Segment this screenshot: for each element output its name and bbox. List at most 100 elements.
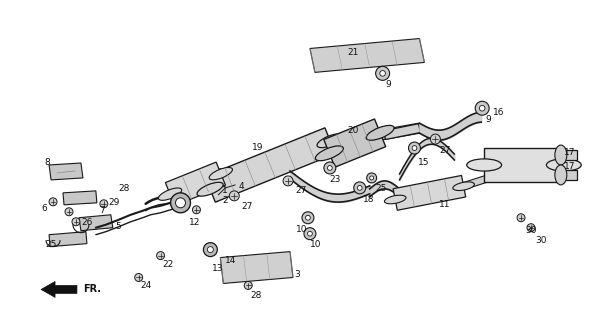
- Polygon shape: [484, 148, 564, 182]
- Ellipse shape: [517, 214, 525, 222]
- Text: 18: 18: [363, 195, 374, 204]
- Text: 19: 19: [252, 143, 264, 152]
- Ellipse shape: [207, 247, 214, 252]
- Ellipse shape: [324, 162, 336, 174]
- Polygon shape: [49, 163, 83, 180]
- Ellipse shape: [65, 208, 73, 216]
- Text: 27: 27: [241, 202, 253, 211]
- Ellipse shape: [555, 165, 567, 185]
- Text: 20: 20: [348, 126, 359, 135]
- Ellipse shape: [480, 105, 485, 111]
- Text: 17: 17: [564, 162, 575, 171]
- Ellipse shape: [358, 186, 362, 190]
- Ellipse shape: [453, 182, 474, 190]
- Text: 27: 27: [440, 146, 451, 155]
- Ellipse shape: [304, 228, 316, 240]
- Ellipse shape: [49, 198, 57, 206]
- Ellipse shape: [316, 146, 343, 161]
- Text: 12: 12: [188, 218, 200, 227]
- Polygon shape: [165, 162, 225, 206]
- Text: 8: 8: [44, 158, 50, 167]
- Text: 1: 1: [222, 186, 228, 195]
- Ellipse shape: [380, 71, 385, 76]
- Text: 6: 6: [41, 204, 47, 213]
- Text: 10: 10: [310, 240, 322, 249]
- Text: FR.: FR.: [83, 284, 101, 294]
- Text: 17: 17: [564, 148, 575, 157]
- Text: 9: 9: [485, 115, 491, 124]
- Text: 26: 26: [81, 218, 92, 227]
- Polygon shape: [220, 252, 293, 284]
- Text: 22: 22: [163, 260, 174, 268]
- Ellipse shape: [156, 252, 165, 260]
- Ellipse shape: [555, 145, 567, 165]
- Text: 30: 30: [525, 226, 536, 235]
- Text: 10: 10: [296, 225, 307, 234]
- Ellipse shape: [158, 188, 182, 200]
- Polygon shape: [310, 38, 424, 72]
- Text: 9: 9: [386, 80, 391, 89]
- Ellipse shape: [306, 215, 310, 220]
- Ellipse shape: [431, 134, 440, 144]
- Ellipse shape: [230, 191, 239, 201]
- Text: 25: 25: [45, 240, 57, 249]
- Text: 4: 4: [238, 182, 244, 191]
- Text: 30: 30: [535, 236, 546, 245]
- Ellipse shape: [385, 195, 406, 204]
- Text: 2: 2: [222, 196, 228, 205]
- Ellipse shape: [307, 231, 312, 236]
- Text: 7: 7: [99, 206, 104, 215]
- Ellipse shape: [327, 165, 332, 170]
- Ellipse shape: [367, 173, 376, 183]
- Ellipse shape: [72, 218, 80, 226]
- Text: 28: 28: [119, 184, 130, 193]
- Polygon shape: [393, 175, 466, 210]
- Ellipse shape: [135, 274, 143, 282]
- Text: 5: 5: [116, 222, 122, 231]
- Ellipse shape: [467, 159, 501, 171]
- Ellipse shape: [175, 198, 185, 208]
- Polygon shape: [41, 282, 77, 297]
- Ellipse shape: [376, 67, 389, 80]
- Text: 23: 23: [330, 175, 341, 184]
- Ellipse shape: [302, 212, 314, 224]
- Ellipse shape: [527, 224, 535, 232]
- Ellipse shape: [546, 159, 581, 171]
- Text: 21: 21: [348, 49, 359, 58]
- Polygon shape: [384, 124, 420, 140]
- Text: 16: 16: [493, 108, 504, 117]
- Text: 14: 14: [225, 256, 237, 265]
- Ellipse shape: [192, 206, 201, 214]
- Ellipse shape: [176, 199, 185, 207]
- Text: 28: 28: [250, 292, 261, 300]
- Text: 11: 11: [440, 200, 451, 209]
- Polygon shape: [205, 128, 335, 202]
- Text: 24: 24: [140, 282, 152, 291]
- Ellipse shape: [244, 282, 252, 289]
- Text: 25: 25: [376, 184, 387, 193]
- Ellipse shape: [317, 134, 343, 148]
- Polygon shape: [207, 169, 224, 181]
- Text: 3: 3: [294, 269, 300, 278]
- Polygon shape: [49, 232, 87, 247]
- Text: 15: 15: [418, 158, 429, 167]
- Polygon shape: [561, 150, 577, 160]
- Ellipse shape: [475, 101, 489, 115]
- Ellipse shape: [209, 167, 232, 180]
- Polygon shape: [79, 215, 113, 231]
- Polygon shape: [561, 170, 577, 180]
- Polygon shape: [324, 119, 386, 167]
- Ellipse shape: [408, 142, 421, 154]
- Ellipse shape: [370, 176, 373, 180]
- Polygon shape: [63, 191, 97, 205]
- Polygon shape: [463, 175, 490, 189]
- Text: 13: 13: [212, 264, 224, 273]
- Polygon shape: [374, 123, 420, 141]
- Ellipse shape: [412, 146, 417, 150]
- Text: 29: 29: [109, 198, 120, 207]
- Ellipse shape: [172, 194, 189, 212]
- Ellipse shape: [100, 200, 108, 208]
- Ellipse shape: [171, 193, 191, 213]
- Ellipse shape: [283, 176, 293, 186]
- Ellipse shape: [197, 182, 223, 196]
